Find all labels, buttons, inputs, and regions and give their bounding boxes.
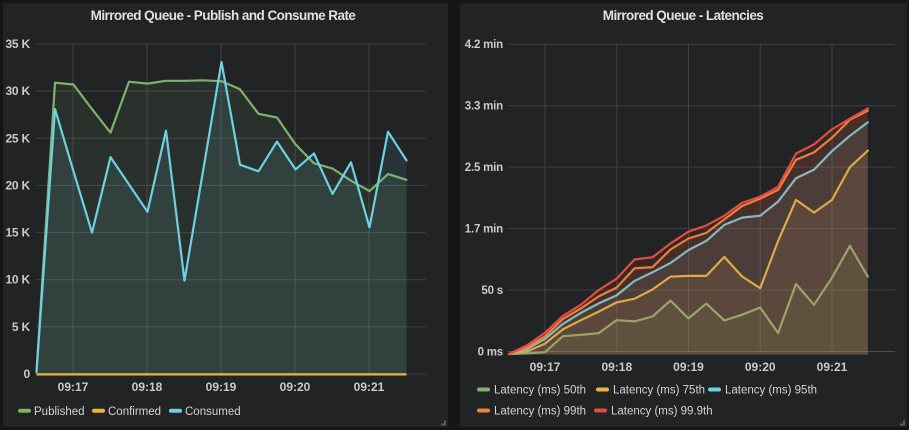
svg-text:25 K: 25 K xyxy=(5,131,30,145)
svg-text:09:21: 09:21 xyxy=(817,360,848,374)
svg-text:Confirmed: Confirmed xyxy=(108,406,161,418)
svg-text:09:21: 09:21 xyxy=(354,380,385,394)
svg-text:09:17: 09:17 xyxy=(58,380,89,394)
svg-text:09:20: 09:20 xyxy=(280,380,311,394)
svg-text:09:17: 09:17 xyxy=(530,360,561,374)
svg-text:Latency (ms) 99th: Latency (ms) 99th xyxy=(494,406,586,418)
svg-text:5 K: 5 K xyxy=(12,320,31,334)
svg-text:2.5 min: 2.5 min xyxy=(465,162,503,174)
svg-text:4.2 min: 4.2 min xyxy=(465,39,503,51)
svg-text:0 ms: 0 ms xyxy=(478,347,503,359)
svg-text:Consumed: Consumed xyxy=(185,406,241,418)
svg-text:Latency (ms) 50th: Latency (ms) 50th xyxy=(494,385,586,397)
svg-text:Mirrored Queue - Publish and C: Mirrored Queue - Publish and Consume Rat… xyxy=(91,8,357,23)
svg-text:15 K: 15 K xyxy=(5,226,30,240)
svg-text:Latency (ms) 95th: Latency (ms) 95th xyxy=(725,385,817,397)
svg-text:20 K: 20 K xyxy=(5,178,30,192)
svg-text:50 s: 50 s xyxy=(481,285,503,297)
svg-text:09:19: 09:19 xyxy=(206,380,237,394)
svg-text:09:20: 09:20 xyxy=(745,360,776,374)
svg-text:3.3 min: 3.3 min xyxy=(465,101,503,113)
svg-text:0: 0 xyxy=(24,367,31,381)
svg-text:Latency (ms) 99.9th: Latency (ms) 99.9th xyxy=(611,406,713,418)
svg-text:09:19: 09:19 xyxy=(673,360,704,374)
svg-text:30 K: 30 K xyxy=(5,84,30,98)
svg-text:Latency (ms) 75th: Latency (ms) 75th xyxy=(613,385,705,397)
svg-text:Mirrored Queue - Latencies: Mirrored Queue - Latencies xyxy=(603,8,764,23)
svg-text:35 K: 35 K xyxy=(5,37,30,51)
svg-text:1.7 min: 1.7 min xyxy=(465,224,503,236)
svg-text:10 K: 10 K xyxy=(5,273,30,287)
svg-text:09:18: 09:18 xyxy=(132,380,163,394)
svg-text:09:18: 09:18 xyxy=(601,360,632,374)
svg-text:Published: Published xyxy=(34,406,85,418)
